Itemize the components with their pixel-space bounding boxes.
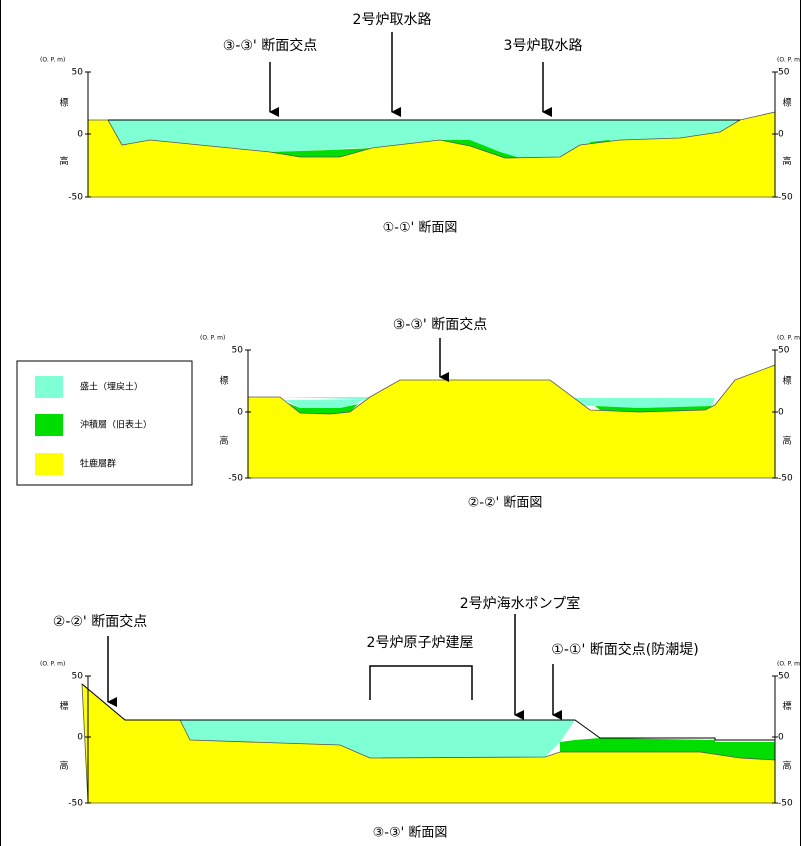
legend-label: 盛土（埋戻土） (80, 381, 143, 393)
tick-label: 0 (77, 130, 83, 140)
fill-layer (180, 720, 575, 758)
annotation: 3号炉取水路 (504, 38, 583, 54)
annotation: ②-②' 断面交点 (53, 613, 147, 630)
bedrock-layer (247, 364, 776, 479)
axis-label: 高 (59, 155, 68, 167)
axis-unit: (O. P. m) (200, 335, 225, 342)
tick-label: -50 (68, 799, 83, 809)
alluvium-layer (440, 140, 520, 158)
annotation: 2号炉取水路 (353, 12, 432, 28)
tick-label: 50 (778, 672, 790, 682)
tick-label: 50 (778, 346, 790, 356)
axis-label: 標 (782, 700, 791, 712)
axis-unit: (O. P. m) (777, 57, 801, 64)
axis-label: 標 (59, 97, 68, 109)
annotation: 2号炉原子炉建屋 (367, 635, 474, 651)
tick-label: -50 (778, 799, 793, 809)
bracket (369, 665, 473, 700)
axis-label: 標 (782, 375, 791, 387)
annotation: ①-①' 断面交点(防潮堤) (551, 641, 698, 658)
alluvium-layer (270, 148, 372, 157)
annotation: ③-③' 断面交点 (223, 37, 317, 54)
tick-label: 50 (778, 68, 790, 78)
legend-label: 牡鹿層群 (80, 458, 116, 470)
legend-swatch (35, 453, 63, 475)
tick-label: 50 (72, 68, 84, 78)
axis-unit: (O. P. m) (40, 661, 65, 668)
legend-swatch (35, 376, 63, 398)
axis-unit: (O. P. m) (777, 661, 801, 668)
section-title: ②-②' 断面図 (468, 496, 543, 511)
tick-label: 50 (232, 346, 244, 356)
axis-label: 標 (219, 375, 228, 387)
section-title: ③-③' 断面図 (373, 826, 448, 841)
tick-label: 50 (72, 672, 84, 682)
axis-label: 高 (782, 760, 791, 772)
axis-label: 高 (219, 435, 228, 447)
bedrock-layer (87, 111, 776, 198)
alluvium-layer (285, 402, 358, 414)
axis-unit: (O. P. m) (40, 57, 65, 64)
tick-label: 0 (778, 130, 784, 140)
annotation: ③-③' 断面交点 (393, 316, 487, 333)
axis-unit: (O. P. m) (777, 335, 801, 342)
axis-label: 標 (59, 700, 68, 712)
alluvium-layer (560, 738, 775, 760)
legend: 盛土（埋戻土） 沖積層（旧表土） 牡鹿層群 (16, 360, 193, 486)
tick-label: -50 (778, 193, 793, 203)
axis-label: 高 (59, 760, 68, 772)
tick-label: 0 (778, 408, 784, 418)
tick-label: 0 (77, 733, 83, 743)
section-title: ①-①' 断面図 (383, 221, 458, 236)
ground-line (81, 683, 775, 741)
legend-swatch (35, 414, 63, 436)
tick-label: -50 (778, 474, 793, 484)
tick-label: -50 (68, 193, 83, 203)
annotation: 2号炉海水ポンプ室 (460, 595, 581, 612)
axis-label: 高 (782, 155, 791, 167)
tick-label: -50 (228, 474, 243, 484)
tick-label: 0 (237, 408, 243, 418)
axis-label: 高 (782, 435, 791, 447)
axis-label: 標 (782, 97, 791, 109)
tick-label: 0 (778, 733, 784, 743)
legend-label: 沖積層（旧表土） (80, 419, 152, 431)
fill-layer (108, 120, 740, 158)
